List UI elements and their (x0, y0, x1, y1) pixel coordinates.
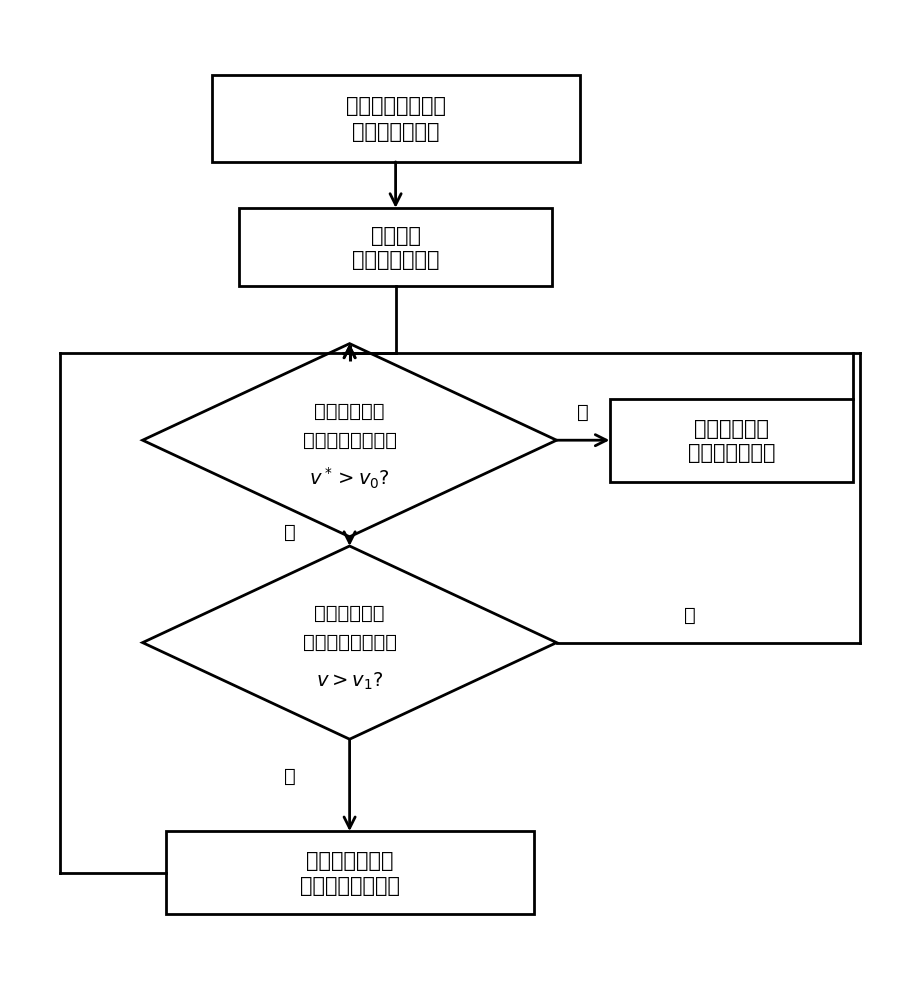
FancyBboxPatch shape (165, 831, 533, 914)
Text: $v^* > v_0$?: $v^* > v_0$? (309, 466, 390, 491)
Polygon shape (142, 546, 556, 739)
FancyBboxPatch shape (211, 75, 579, 162)
Text: （高频注入法）: （高频注入法） (686, 443, 775, 463)
Text: 否: 否 (576, 403, 588, 422)
Text: 检测指令速度: 检测指令速度 (314, 402, 384, 421)
Text: 初始位置识别模块: 初始位置识别模块 (346, 96, 445, 116)
Text: 否: 否 (684, 605, 695, 624)
Text: 是否超过临界转速: 是否超过临界转速 (302, 431, 396, 450)
Text: （高频注入法）: （高频注入法） (351, 250, 439, 270)
Text: 监测实际速度: 监测实际速度 (314, 604, 384, 623)
Polygon shape (142, 344, 556, 537)
Text: 是: 是 (284, 523, 295, 542)
Text: （滑模观测器法）: （滑模观测器法） (300, 876, 399, 896)
FancyBboxPatch shape (239, 208, 551, 286)
Text: （高频注入法）: （高频注入法） (351, 122, 439, 142)
Text: 起动模块: 起动模块 (370, 226, 420, 246)
Text: 中高速控制模块: 中高速控制模块 (305, 851, 393, 871)
Text: $v > v_1$?: $v > v_1$? (315, 671, 383, 692)
Text: 是: 是 (284, 766, 295, 785)
Text: 是否高于失控转速: 是否高于失控转速 (302, 633, 396, 652)
FancyBboxPatch shape (609, 399, 853, 482)
Text: 低速控制模块: 低速控制模块 (693, 419, 768, 439)
